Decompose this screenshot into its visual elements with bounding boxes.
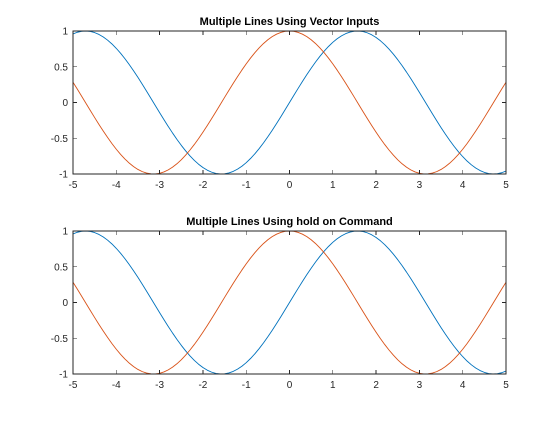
subplot-1: Multiple Lines Using Vector Inputs -5 -4 -3…: [51, 16, 509, 191]
x-tick-label: -5: [69, 380, 78, 391]
x-tick-label: -4: [112, 180, 121, 191]
x-tick-label: -1: [242, 380, 251, 391]
x-tick-label: -3: [155, 180, 164, 191]
y-axis: -1 -0.5 0 0.5 1: [51, 27, 506, 181]
y-tick-label: 0.5: [54, 62, 68, 73]
y-tick-label: 1: [62, 227, 68, 238]
x-tick-label: 5: [503, 180, 509, 191]
y-tick-label: -1: [59, 170, 68, 181]
x-tick-label: -4: [112, 380, 121, 391]
x-tick-label: -1: [242, 180, 251, 191]
y-tick-label: 0: [62, 98, 68, 109]
x-tick-label: -3: [155, 380, 164, 391]
y-tick-label: 1: [62, 27, 68, 38]
x-axis: -5 -4 -3 -2 -1 0 1 2 3 4 5: [69, 231, 509, 391]
x-tick-label: 3: [417, 180, 423, 191]
chart-title: Multiple Lines Using Vector Inputs: [200, 16, 380, 28]
y-tick-label: -1: [59, 370, 68, 381]
subplot-2: Multiple Lines Using hold on Command -5 -4…: [51, 216, 509, 391]
x-tick-label: 2: [373, 380, 379, 391]
series-line-sin: [72, 230, 507, 375]
y-axis: -1 -0.5 0 0.5 1: [51, 227, 506, 381]
x-tick-label: -2: [198, 380, 207, 391]
x-tick-label: 5: [503, 380, 509, 391]
x-tick-label: -2: [198, 180, 207, 191]
x-tick-label: 0: [287, 380, 293, 391]
x-tick-label: 1: [330, 180, 336, 191]
y-tick-label: -0.5: [51, 134, 69, 145]
x-axis: -5 -4 -3 -2 -1 0 1 2 3 4 5: [69, 31, 509, 191]
x-tick-label: 1: [330, 380, 336, 391]
x-tick-label: 2: [373, 180, 379, 191]
x-tick-label: 4: [460, 180, 466, 191]
series-line-sin: [72, 30, 507, 175]
x-tick-label: -5: [69, 180, 78, 191]
y-tick-label: 0.5: [54, 262, 68, 273]
x-tick-label: 3: [417, 380, 423, 391]
y-tick-label: -0.5: [51, 334, 69, 345]
chart-title: Multiple Lines Using hold on Command: [186, 216, 393, 228]
x-tick-label: 4: [460, 380, 466, 391]
x-tick-label: 0: [287, 180, 293, 191]
y-tick-label: 0: [62, 298, 68, 309]
